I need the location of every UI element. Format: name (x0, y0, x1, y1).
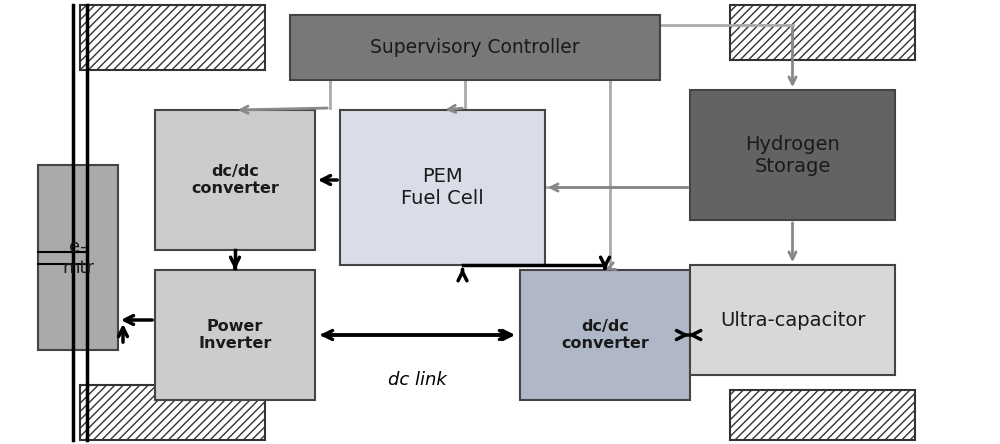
Bar (340, 110, 545, 265)
Bar (80, 385, 265, 440)
Text: e-
mtr: e- mtr (62, 238, 94, 277)
Bar (730, 5, 915, 60)
Bar (730, 390, 915, 440)
Bar (80, 5, 265, 70)
Text: Hydrogen
Storage: Hydrogen Storage (745, 135, 840, 175)
Bar (155, 270, 315, 400)
Bar (290, 15, 660, 80)
Bar (520, 270, 690, 400)
Text: Supervisory Controller: Supervisory Controller (370, 38, 580, 57)
Text: dc/dc
converter: dc/dc converter (191, 164, 279, 196)
Bar (38, 165, 118, 350)
Bar (155, 110, 315, 250)
Text: PEM
Fuel Cell: PEM Fuel Cell (401, 167, 484, 208)
Bar (690, 90, 895, 220)
Text: dc link: dc link (388, 371, 447, 389)
Bar (690, 265, 895, 375)
Text: Power
Inverter: Power Inverter (198, 319, 272, 351)
Text: Ultra-capacitor: Ultra-capacitor (720, 310, 865, 329)
Text: dc/dc
converter: dc/dc converter (561, 319, 649, 351)
